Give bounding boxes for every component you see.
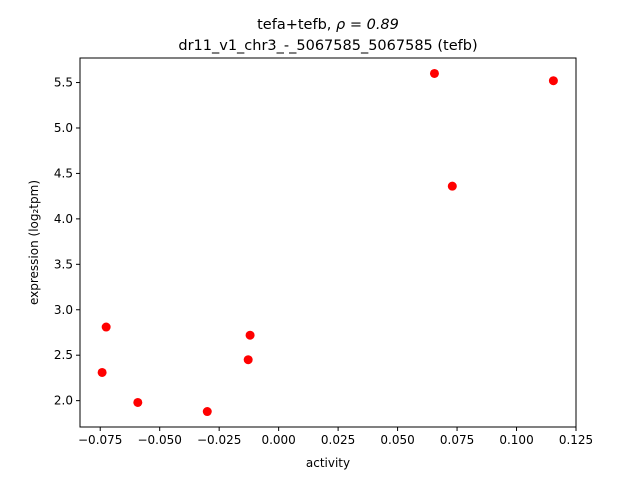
data-point-1 bbox=[101, 322, 111, 332]
data-point-7 bbox=[447, 181, 457, 191]
chart-subtitle: dr11_v1_chr3_-_5067585_5067585 (tefb) bbox=[178, 38, 477, 54]
y-tick-label: 4.0 bbox=[54, 212, 73, 226]
x-tick-label: −0.075 bbox=[78, 433, 122, 447]
data-point-0 bbox=[97, 367, 107, 377]
data-points bbox=[97, 68, 558, 417]
x-tick-label: 0.075 bbox=[440, 433, 474, 447]
data-point-8 bbox=[548, 76, 558, 86]
x-tick-label: 0.100 bbox=[499, 433, 533, 447]
data-point-4 bbox=[243, 355, 253, 365]
y-tick-label: 5.0 bbox=[54, 121, 73, 135]
y-axis-label: expression (log₂tpm) bbox=[27, 180, 41, 305]
x-tick-label: 0.125 bbox=[559, 433, 593, 447]
data-point-2 bbox=[133, 397, 143, 407]
y-axis-ticks: 2.0 2.5 3.0 3.5 4.0 4.5 5.0 5.5 bbox=[54, 76, 80, 408]
y-tick-label: 4.5 bbox=[54, 166, 73, 180]
x-axis-label: activity bbox=[306, 456, 350, 470]
y-tick-label: 3.5 bbox=[54, 257, 73, 271]
x-tick-label: 0.050 bbox=[380, 433, 414, 447]
y-tick-label: 3.0 bbox=[54, 303, 73, 317]
data-point-6 bbox=[429, 68, 439, 78]
chart-title: tefa+tefb, ρ = 0.89 bbox=[257, 17, 399, 33]
x-axis-ticks: −0.075 −0.050 −0.025 0.000 0.025 0.050 0.075 0.… bbox=[78, 427, 593, 447]
x-tick-label: −0.025 bbox=[197, 433, 241, 447]
y-tick-label: 2.0 bbox=[54, 394, 73, 408]
data-point-5 bbox=[245, 330, 255, 340]
plot-area-frame bbox=[79, 57, 577, 428]
x-tick-label: −0.050 bbox=[137, 433, 181, 447]
y-tick-label: 2.5 bbox=[54, 348, 73, 362]
data-point-3 bbox=[202, 407, 212, 417]
x-tick-label: 0.000 bbox=[261, 433, 295, 447]
x-tick-label: 0.025 bbox=[321, 433, 355, 447]
y-tick-label: 5.5 bbox=[54, 76, 73, 90]
